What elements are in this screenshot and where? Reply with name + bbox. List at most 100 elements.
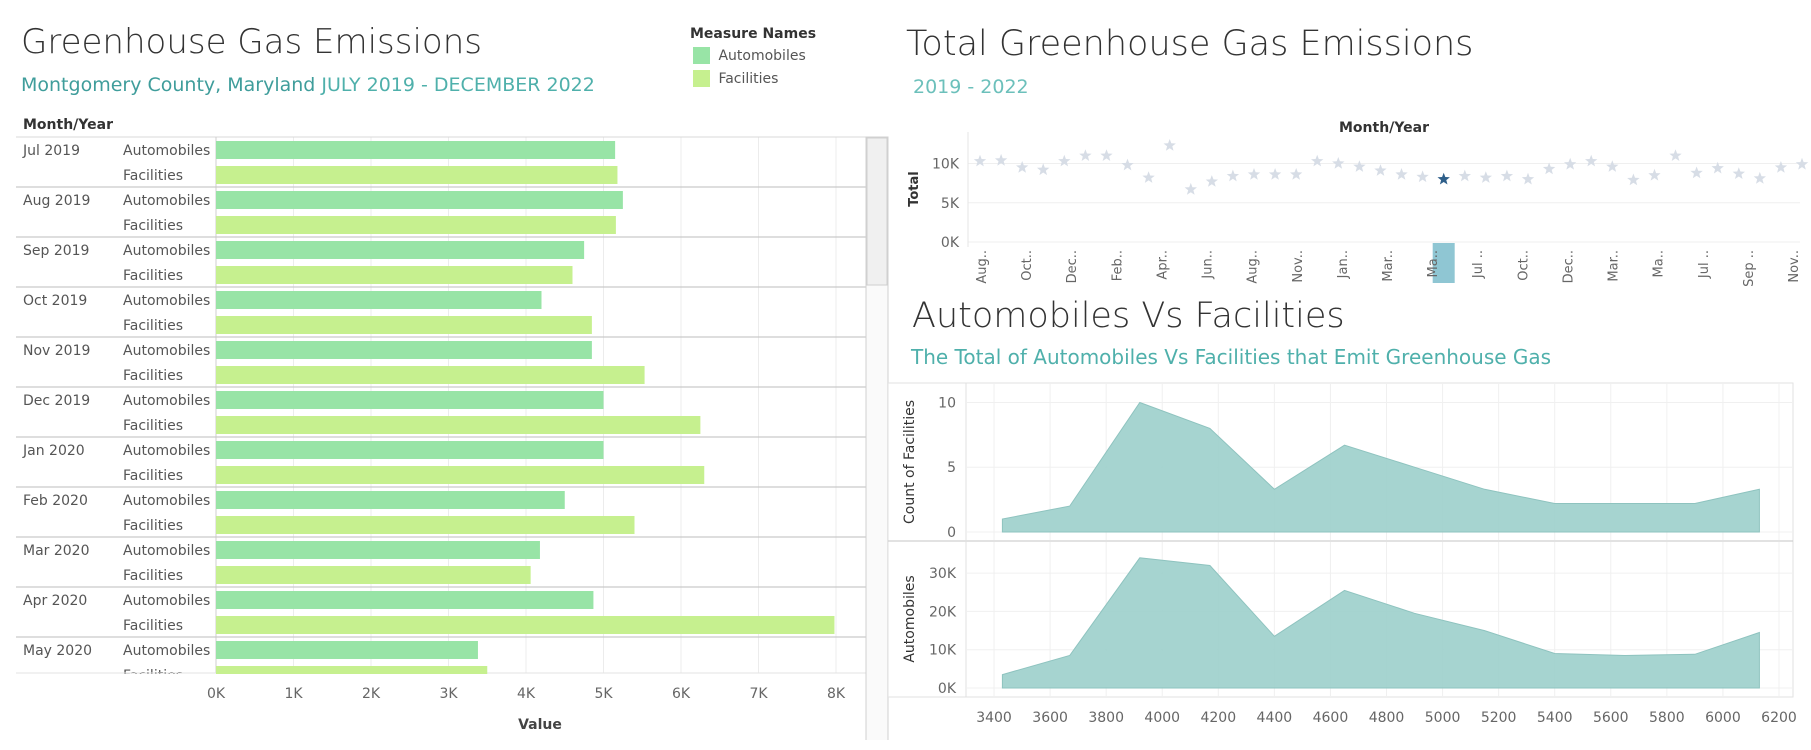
- star-point: [1711, 161, 1724, 174]
- area-x-tick-label: 4200: [1200, 710, 1236, 725]
- star-point: [1205, 175, 1218, 187]
- star-point: [1163, 139, 1176, 151]
- bar-automobiles-may-2020: [216, 641, 478, 659]
- legend-title: Measure Names: [690, 26, 817, 42]
- row-measure-label: Automobiles: [123, 593, 210, 609]
- bar-x-tick-label: 6K: [672, 686, 691, 702]
- row-header-month-year: Month/Year: [23, 117, 113, 133]
- bar-x-tick-label: 4K: [517, 686, 536, 702]
- star-point: [1479, 171, 1492, 183]
- bar-mask: [0, 674, 865, 734]
- bar-x-tick-label: 5K: [594, 686, 613, 702]
- star-x-tick-label: Aug..: [975, 250, 990, 284]
- row-measure-label: Facilities: [123, 168, 183, 184]
- star-point: [1395, 168, 1408, 180]
- area-y-title: Automobiles: [902, 575, 918, 662]
- bar-automobiles-oct-2019: [216, 291, 542, 309]
- area-shape-automobiles: [1001, 557, 1760, 689]
- row-month-label: Oct 2019: [23, 293, 87, 309]
- star-x-tick-label: Nov..: [1787, 250, 1802, 283]
- star-point: [1458, 169, 1471, 182]
- area-y-tick-label: 10: [938, 395, 956, 411]
- row-measure-label: Automobiles: [123, 493, 210, 509]
- star-point: [1521, 172, 1535, 185]
- area-y-tick-label: 5: [947, 460, 956, 476]
- star-point: [1332, 157, 1345, 169]
- subtitle-place: Montgomery County, Maryland: [21, 74, 316, 96]
- star-point: [1606, 160, 1619, 172]
- row-measure-label: Automobiles: [123, 243, 210, 259]
- legend-item-facilities[interactable]: Facilities: [693, 70, 816, 87]
- row-measure-label: Facilities: [123, 218, 183, 234]
- right-top-title: Total Greenhouse Gas Emissions: [906, 24, 1474, 64]
- star-point: [1437, 172, 1450, 185]
- area-x-tick-label: 6000: [1705, 710, 1741, 725]
- star-point: [1732, 167, 1745, 179]
- bar-facilities-sep-2019: [216, 266, 573, 284]
- star-point: [1564, 157, 1577, 170]
- bar-facilities-aug-2019: [216, 216, 616, 234]
- star-x-tick-label: Dec..: [1561, 250, 1576, 283]
- bar-automobiles-feb-2020: [216, 491, 565, 509]
- row-month-label: Nov 2019: [23, 343, 90, 359]
- area-x-tick-label: 4000: [1144, 710, 1180, 725]
- legend-swatch-facilities: [693, 70, 710, 87]
- row-measure-label: Automobiles: [123, 643, 210, 659]
- subtitle-range: JULY 2019 - DECEMBER 2022: [321, 74, 595, 96]
- star-point: [1079, 149, 1092, 161]
- bar-facilities-jan-2020: [216, 466, 705, 484]
- row-measure-label: Automobiles: [123, 543, 210, 559]
- star-point: [1142, 171, 1155, 183]
- bar-x-tick-label: 3K: [439, 686, 458, 702]
- bar-facilities-mar-2020: [216, 566, 531, 584]
- star-point: [1795, 157, 1809, 170]
- area-x-tick-label: 3400: [976, 710, 1012, 725]
- bar-facilities-nov-2019: [216, 366, 645, 384]
- row-month-label: Mar 2020: [23, 543, 90, 559]
- bar-automobiles-mar-2020: [216, 541, 540, 559]
- row-measure-label: Facilities: [123, 368, 183, 384]
- star-x-tick-label: Apr..: [1155, 250, 1170, 280]
- star-point: [1753, 171, 1766, 184]
- star-point: [1416, 170, 1429, 183]
- star-y-tick-label: 0K: [941, 235, 960, 251]
- row-measure-label: Facilities: [123, 318, 183, 334]
- legend-label-facilities: Facilities: [718, 70, 779, 87]
- star-x-tick-label: Sep ..: [1742, 250, 1757, 287]
- row-month-label: May 2020: [23, 643, 92, 659]
- star-point: [1058, 154, 1071, 167]
- star-x-tick-label: Feb..: [1110, 250, 1125, 281]
- star-point: [1016, 161, 1029, 173]
- right-top-subtitle: 2019 - 2022: [913, 76, 1029, 98]
- star-point: [1585, 154, 1598, 167]
- bar-x-tick-label: 0K: [207, 686, 226, 702]
- star-x-tick-label: Ma..: [1426, 250, 1441, 277]
- star-point: [1669, 149, 1682, 161]
- row-month-label: Jan 2020: [22, 443, 85, 459]
- star-point: [1100, 149, 1113, 161]
- area-y-tick-label: 30K: [929, 566, 957, 582]
- star-x-tick-label: Aug..: [1246, 250, 1261, 284]
- area-x-tick-label: 3600: [1032, 710, 1068, 725]
- right-bottom-subtitle: The Total of Automobiles Vs Facilities t…: [911, 345, 1552, 369]
- star-point: [1627, 173, 1640, 186]
- area-y-tick-label: 10K: [929, 643, 957, 659]
- area-y-tick-label: 0K: [938, 681, 957, 697]
- star-y-title: Total: [907, 171, 922, 207]
- row-measure-label: Facilities: [123, 418, 183, 434]
- star-point: [1353, 160, 1366, 172]
- star-axis-header: Month/Year: [1339, 120, 1429, 136]
- star-x-tick-label: Dec..: [1065, 250, 1080, 283]
- star-y-tick-label: 5K: [941, 196, 960, 212]
- legend-label-automobiles: Automobiles: [718, 47, 806, 64]
- area-x-tick-label: 5200: [1481, 710, 1517, 725]
- area-chart: 0 5 10 Count of Facilities 0K 10K 20K 30K Automo…: [888, 382, 1797, 725]
- star-y-tick-label: 10K: [932, 157, 960, 173]
- star-point: [1226, 169, 1240, 182]
- star-x-tick-label: Mar..: [1607, 250, 1622, 282]
- bar-x-tick-label: 7K: [749, 686, 768, 702]
- area-x-tick-label: 5400: [1537, 710, 1573, 725]
- star-point: [1247, 168, 1261, 180]
- legend-item-automobiles[interactable]: Automobiles: [693, 47, 816, 64]
- star-point: [1500, 169, 1514, 182]
